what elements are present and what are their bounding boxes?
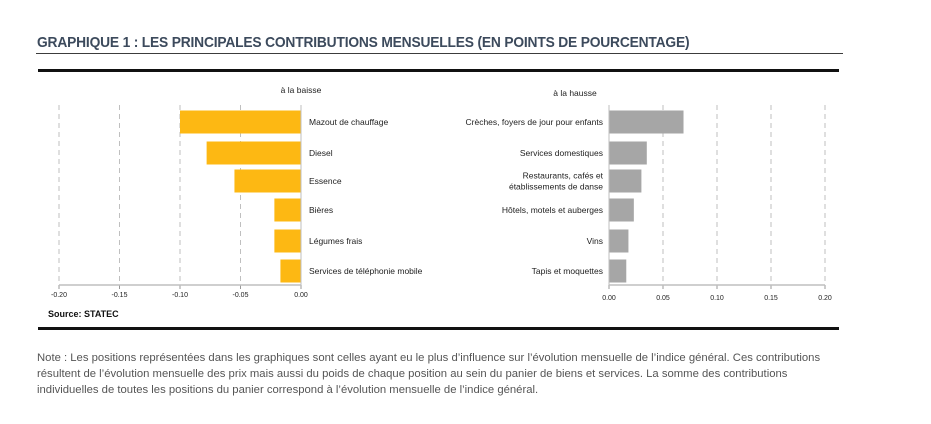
x-tick-label: -0.10 [172,292,188,299]
category-label: Diesel [309,148,333,158]
x-tick-label: 0.20 [818,295,832,302]
category-label: Services domestiques [520,148,603,158]
chart-top-rule [38,69,839,72]
bar [206,141,301,165]
bar [609,141,647,165]
x-tick-label: 0.00 [602,295,616,302]
x-tick-label: -0.20 [51,292,67,299]
chart-bottom-rule [38,327,839,330]
panel-title: à la hausse [553,88,597,98]
decrease-chart: -0.20 -0.15 -0.10 -0.05 0.00 à la baisse Mazou… [51,85,423,299]
category-label: Hôtels, motels et auberges [502,205,603,215]
source-label: Source: STATEC [48,309,119,319]
category-label: établissements de danse [509,182,603,192]
title-divider [36,53,843,54]
category-label: Restaurants, cafés et [523,171,604,181]
x-tick-label: 0.00 [294,292,308,299]
category-label: Services de téléphonie mobile [309,266,423,276]
increase-chart: 0.00 0.05 0.10 0.15 0.20 à la hausse Crèches, … [466,88,832,302]
note-text: Note : Les positions représentées dans l… [37,352,821,396]
chart-title: GRAPHIQUE 1 : LES PRINCIPALES CONTRIBUTI… [37,34,690,51]
bar [609,259,627,283]
category-label: Légumes frais [309,236,362,246]
bar [609,110,684,134]
category-label: Vins [587,236,603,246]
bar [609,198,634,222]
x-tick-label: 0.15 [764,295,778,302]
bar [609,169,642,193]
x-tick-label: -0.05 [233,292,249,299]
category-label: Tapis et moquettes [532,266,603,276]
x-tick-label: 0.10 [710,295,724,302]
bar [274,229,301,253]
bar [274,198,301,222]
category-label: Crèches, foyers de jour pour enfants [466,117,604,127]
x-tick-label: -0.15 [112,292,128,299]
x-tick-label: 0.05 [656,295,670,302]
bar [180,110,301,134]
category-label: Essence [309,176,342,186]
panel-title: à la baisse [281,85,322,95]
category-label: Bières [309,205,333,215]
category-label: Mazout de chauffage [309,117,389,127]
bar [234,169,301,193]
bar [280,259,301,283]
bar [609,229,629,253]
